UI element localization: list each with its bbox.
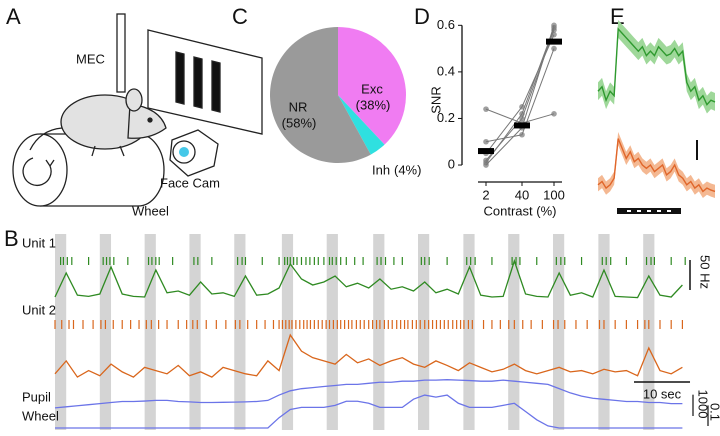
- line: [485, 25, 555, 166]
- slice-label: Inh: [372, 162, 390, 177]
- trace-label: Unit 2: [22, 302, 56, 317]
- illustration: [12, 13, 263, 207]
- point: [551, 111, 557, 117]
- mouse-legs: [91, 145, 125, 157]
- scale-bar-label: 0.1: [708, 403, 720, 421]
- grating-bar: [175, 51, 185, 105]
- stimulus-stripe: [508, 234, 520, 430]
- y-tick-label: 0.4: [437, 63, 455, 78]
- slice-label: Exc: [361, 81, 383, 96]
- trace-label: Unit 1: [22, 235, 56, 250]
- point: [519, 111, 525, 117]
- grating-bar: [193, 56, 203, 109]
- slice-label: NR: [289, 99, 308, 114]
- slice-value-label: (38%): [356, 97, 391, 112]
- scale-bar-label: 10 sec: [643, 386, 682, 401]
- point: [519, 104, 525, 110]
- error-band: [598, 20, 715, 114]
- illustration-label: Face Cam: [160, 175, 220, 190]
- stimulus-stripe: [55, 234, 67, 430]
- trace-label: Pupil: [22, 389, 51, 404]
- electrode: [116, 13, 126, 93]
- slice-value-label: (4%): [394, 162, 421, 177]
- mouse-head: [127, 103, 167, 139]
- y-tick-label: 0.2: [437, 110, 455, 125]
- stimulus-stripe: [281, 234, 294, 430]
- mean-trace: [597, 138, 716, 193]
- point: [483, 106, 489, 112]
- stimulus-stripe: [552, 234, 565, 430]
- illustration-label: MEC: [76, 51, 105, 66]
- panel-label: D: [414, 4, 430, 29]
- illustration-label: Wheel: [132, 203, 169, 218]
- stimulus-stripe: [144, 234, 156, 430]
- point: [519, 131, 525, 138]
- error-band: [598, 132, 715, 198]
- stimulus-stripe: [373, 234, 385, 430]
- point: [483, 138, 489, 145]
- point: [483, 159, 489, 166]
- wheel-face: [12, 133, 68, 207]
- panel-label: E: [610, 4, 625, 29]
- mouse-ear: [125, 88, 143, 112]
- pie-slice: [338, 27, 406, 145]
- screen: [147, 29, 263, 135]
- x-tick-label: 100: [543, 187, 565, 202]
- x-tick-label: 2: [482, 187, 489, 202]
- stimulus-stripe: [234, 234, 246, 430]
- point: [551, 24, 557, 31]
- point: [551, 31, 557, 38]
- x-axis-label: Contrast (%): [484, 203, 557, 218]
- grating-bar: [211, 60, 221, 113]
- mouse-tail: [29, 127, 63, 151]
- stimulus-stripe: [417, 234, 430, 430]
- stimulus-stripe: [189, 234, 201, 430]
- y-tick-label: 0.6: [437, 17, 455, 32]
- stimulus-stripe: [99, 234, 112, 430]
- slice-value-label: (58%): [282, 115, 317, 130]
- pie-slice: [270, 27, 371, 164]
- stimulus-stripe: [643, 234, 655, 430]
- mean-bar: [514, 122, 530, 129]
- trace-label: Wheel: [22, 408, 59, 423]
- trace: [54, 379, 683, 409]
- camera-lens-glass: [179, 147, 189, 157]
- panel-label: B: [4, 226, 19, 251]
- stimulus-stripe: [326, 234, 338, 430]
- wheel-arrowhead: [45, 159, 55, 168]
- scale-bar-label: 50 Hz: [698, 255, 713, 289]
- trace: [54, 333, 683, 378]
- y-tick-label: 0: [448, 156, 455, 171]
- wheel-arrow: [22, 157, 52, 187]
- mouse-eye: [147, 117, 153, 123]
- y-axis-label: SNR: [428, 86, 443, 113]
- point: [519, 115, 525, 122]
- pie-slice: [338, 95, 385, 155]
- trace: [54, 258, 683, 299]
- scale-bar-label: 1000: [696, 390, 711, 419]
- line: [485, 27, 555, 163]
- mean-bar: [546, 38, 562, 45]
- panel-label: A: [6, 4, 21, 29]
- stimulus-bar-gaps: [627, 210, 671, 212]
- stimulus-stripe: [598, 234, 610, 430]
- x-tick-label: 40: [515, 187, 529, 202]
- mean-bar: [478, 148, 494, 155]
- panel-label: C: [232, 4, 248, 29]
- trace: [55, 394, 683, 429]
- mean-trace: [597, 27, 716, 106]
- stimulus-stripe: [463, 234, 475, 430]
- point: [551, 45, 557, 52]
